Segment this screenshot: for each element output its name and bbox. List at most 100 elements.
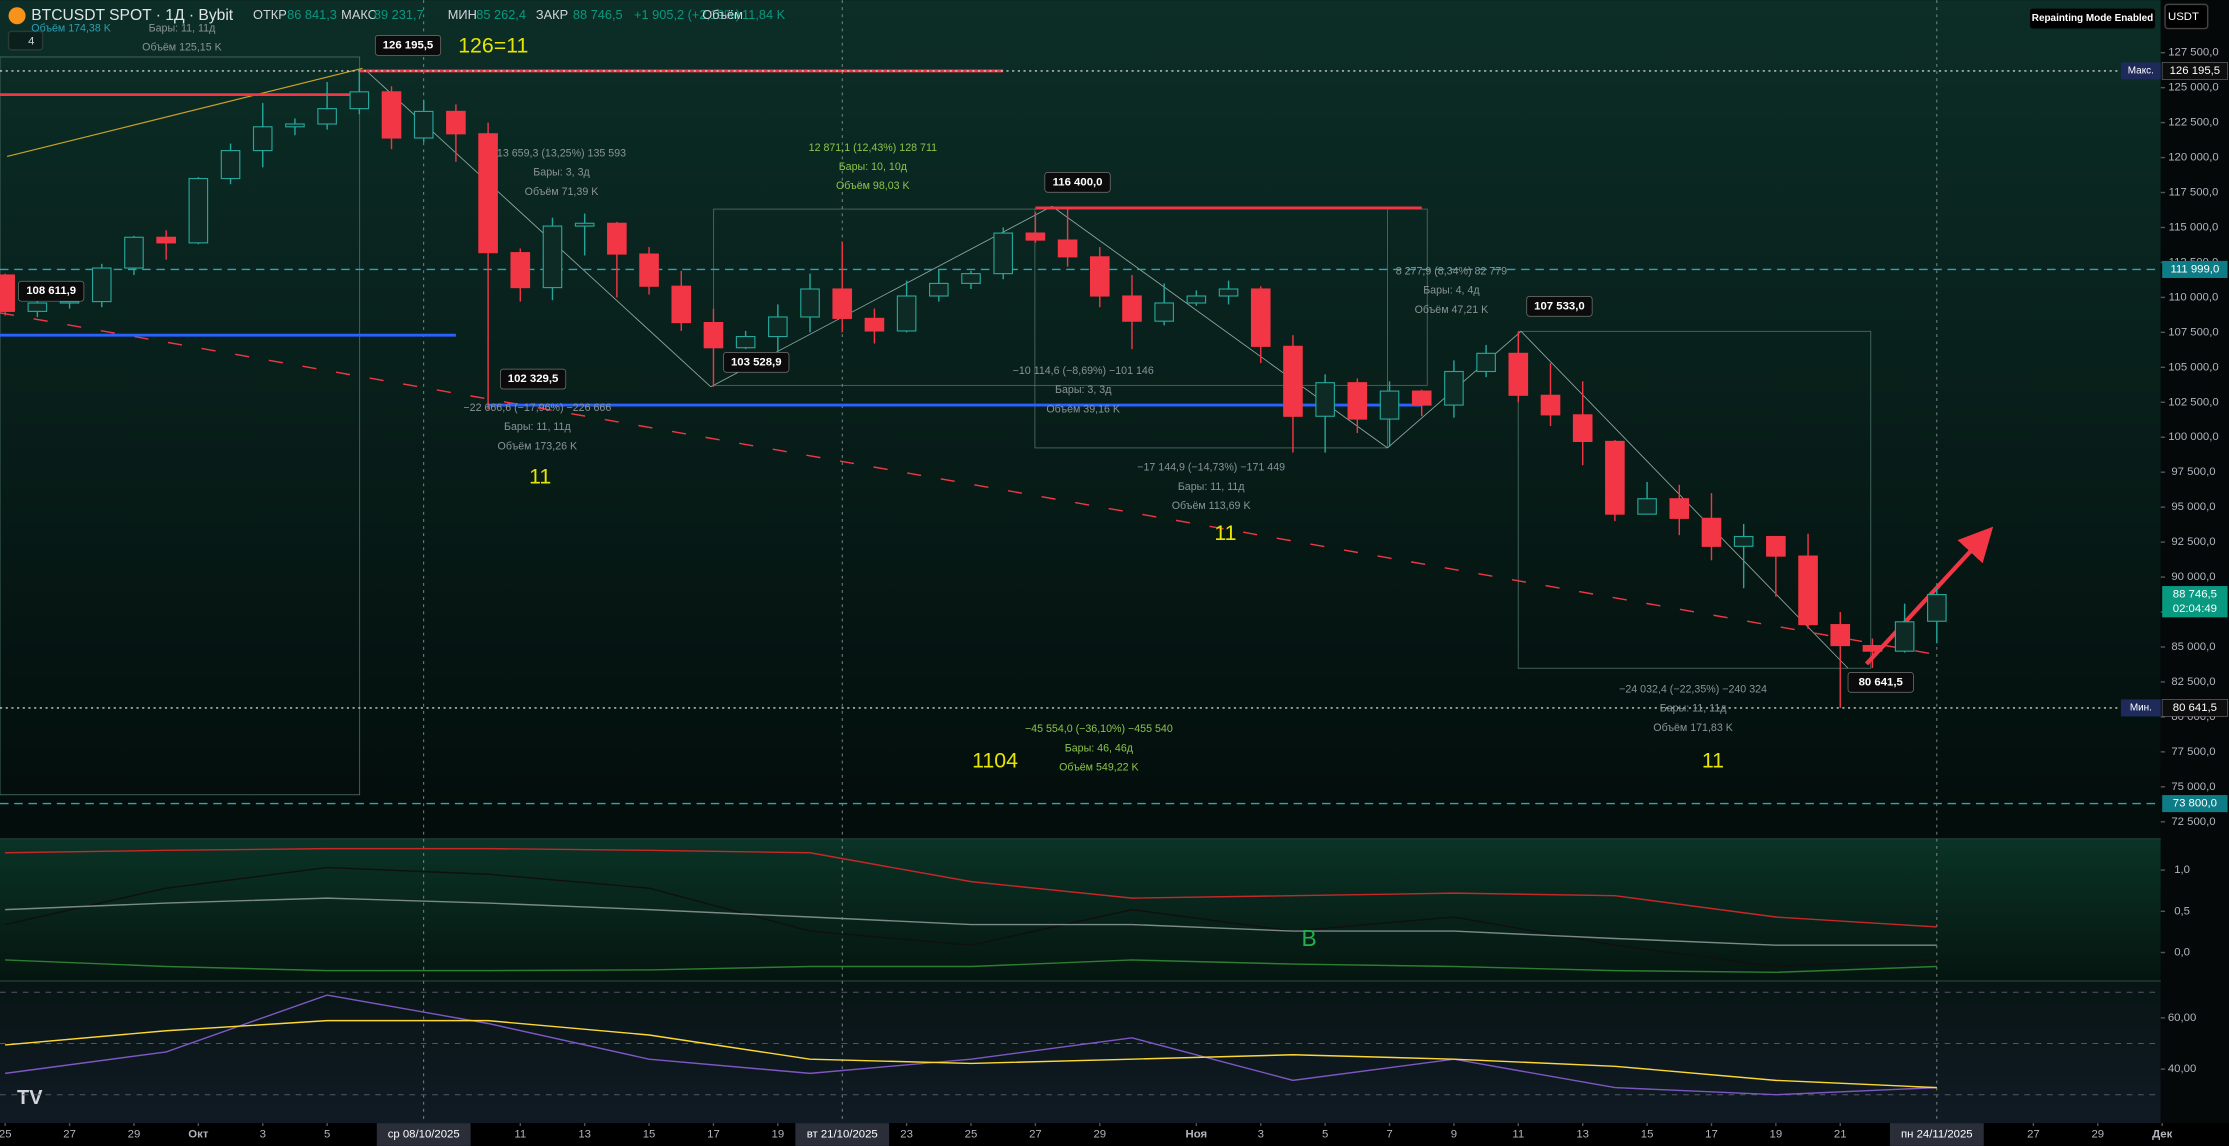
- price-tag-label: 88 746,5: [2173, 589, 2217, 601]
- measure-label: Объём 39,16 K: [1046, 403, 1120, 415]
- indicator-line: [5, 897, 1937, 946]
- x-tick-label: 3: [1258, 1129, 1264, 1141]
- count-label: 126=11: [458, 34, 528, 58]
- header: BTCUSDT SPOT · 1Д · Bybit ОТКР 86 841,3 …: [7, 3, 2209, 51]
- ohlc-value: 89 231,7: [374, 7, 424, 22]
- time-axis: [0, 1123, 2229, 1146]
- candle-body: [961, 273, 981, 284]
- candle-body: [1508, 352, 1529, 396]
- callout-box: [1526, 296, 1593, 317]
- candle-body: [1250, 288, 1271, 347]
- layout-button[interactable]: [7, 30, 44, 51]
- ohlc-label: ЗАКР: [536, 7, 568, 22]
- callout-box: [1044, 172, 1111, 193]
- price-tag: [2162, 795, 2228, 813]
- x-tick-label: 19: [1770, 1129, 1783, 1141]
- measure-label: Объём 98,03 K: [836, 180, 910, 192]
- currency-button[interactable]: [2164, 3, 2209, 30]
- candle-body: [510, 252, 531, 289]
- price-tag-label: 80 641,5: [2173, 702, 2217, 714]
- candle-body: [1894, 621, 1915, 652]
- logo: TV: [17, 1087, 43, 1109]
- candle-body: [1605, 440, 1625, 515]
- measure-label: Бары: 3, 3д: [1055, 384, 1112, 396]
- price-tag: [2162, 586, 2228, 618]
- candle-body: [1572, 414, 1593, 442]
- price-tag-label: 111 999,0: [2170, 263, 2219, 275]
- measure-label: 8 277,9 (8,34%) 82 779: [1396, 265, 1507, 277]
- x-tick-label: 17: [707, 1129, 720, 1141]
- callout-label: 126 195,5: [383, 39, 434, 51]
- candle-body: [1798, 555, 1818, 626]
- date-box: [376, 1123, 471, 1146]
- ohlc-value: 85 262,4: [476, 7, 526, 22]
- y-tick-label: 0,0: [2174, 947, 2190, 959]
- candle-body: [542, 225, 563, 289]
- measure-label: Бары: 11, 11д: [1660, 703, 1727, 715]
- x-tick-label: 15: [1641, 1129, 1654, 1141]
- candle-body: [735, 335, 756, 349]
- candle-body: [703, 321, 724, 349]
- candle-body: [317, 108, 337, 125]
- y-tick-label: 60,00: [2168, 1012, 2196, 1024]
- callout-label: 108 611,9: [26, 285, 76, 297]
- y-tick-label: 90 000,0: [2171, 571, 2215, 583]
- candle-body: [929, 282, 949, 297]
- countdown: 02:04:49: [2173, 603, 2217, 615]
- layout-count[interactable]: 4: [28, 35, 34, 47]
- candle-body: [285, 123, 305, 128]
- measure-label: Бары: 11, 11д: [149, 22, 216, 34]
- y-tick-label: 77 500,0: [2171, 746, 2215, 758]
- x-tick-label: 23: [900, 1129, 913, 1141]
- x-tick-label: ср 08/10/2025: [388, 1129, 460, 1141]
- measure-label: −22 666,6 (−17,96%) −226 666: [463, 402, 611, 414]
- candle-body: [607, 222, 627, 255]
- indicator-line: [5, 847, 1937, 928]
- measure-label: 13 659,3 (13,25%) 135 593: [497, 147, 626, 159]
- x-tick-label: 29: [128, 1129, 141, 1141]
- price-tag-label: 73 800,0: [2173, 798, 2217, 810]
- trend-line: [6, 67, 363, 158]
- candle-body: [413, 110, 434, 139]
- x-tick-label: 7: [1386, 1129, 1392, 1141]
- ohlc-value: 88 746,5: [573, 7, 623, 22]
- measure-label: Объём 113,69 K: [1172, 500, 1251, 512]
- x-tick-label: Ноя: [1186, 1129, 1208, 1141]
- callout-label: 116 400,0: [1053, 176, 1103, 188]
- repaint-badge: [2029, 8, 2156, 29]
- x-tick-label: 3: [260, 1129, 266, 1141]
- y-tick-label: 40,00: [2168, 1063, 2196, 1075]
- indicator-line: [5, 994, 1937, 1096]
- candle-body: [188, 177, 209, 244]
- x-tick-label: 25: [0, 1129, 12, 1141]
- candle-body: [1927, 594, 1947, 622]
- candle-body: [1089, 256, 1110, 297]
- candle-body: [446, 110, 466, 135]
- price-tag-name-box: [2120, 699, 2161, 717]
- currency[interactable]: USDT: [2168, 11, 2199, 23]
- price-tag-name: Мин.: [2130, 703, 2152, 714]
- candle-body: [671, 285, 692, 324]
- x-tick-label: пн 24/11/2025: [1901, 1129, 1973, 1141]
- x-tick-label: 25: [965, 1129, 978, 1141]
- price-tag: [2162, 260, 2228, 278]
- signal: B: [1301, 925, 1316, 951]
- y-tick-label: 102 500,0: [2168, 396, 2219, 408]
- volume: 11,84 K: [742, 7, 786, 22]
- x-tick-label: 9: [1451, 1129, 1457, 1141]
- candle-body: [1669, 498, 1690, 519]
- measure-label: 12 871,1 (12,43%) 128 711: [809, 142, 937, 154]
- price-tag-label: 126 195,5: [2170, 65, 2221, 77]
- x-tick-label: вт 21/10/2025: [807, 1129, 878, 1141]
- candle-body: [1701, 517, 1722, 547]
- x-tick-label: Дек: [2152, 1129, 2173, 1141]
- x-tick-label: 11: [514, 1129, 526, 1141]
- candle-body: [1347, 382, 1368, 420]
- callout-box: [374, 35, 442, 56]
- candle-body: [1830, 624, 1851, 647]
- candle-body: [381, 91, 402, 139]
- measure-label: Бары: 11, 11д: [504, 421, 571, 433]
- y-tick-label: 0,5: [2174, 905, 2190, 917]
- measure-label: Бары: 11, 11д: [1178, 481, 1245, 493]
- x-tick-label: 15: [643, 1129, 656, 1141]
